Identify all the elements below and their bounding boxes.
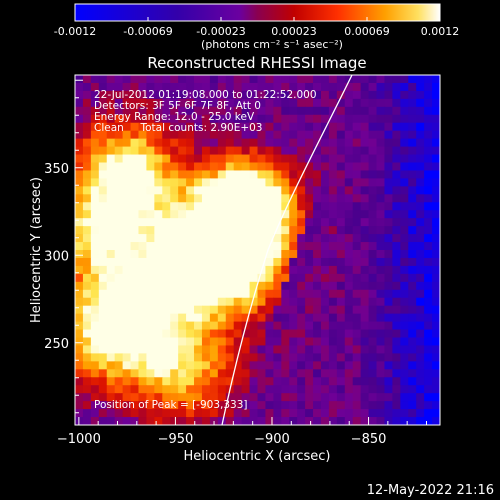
annotation-line-energy: Energy Range: 12.0 - 25.0 keV xyxy=(94,111,255,123)
peak-position-label: Position of Peak = [-903,333] xyxy=(94,399,248,411)
plot-frame xyxy=(74,74,441,426)
x-tick-label: −1000 xyxy=(57,432,101,447)
colorbar-tick-label: 0.0012 xyxy=(421,25,460,38)
annotation-line-clean: Clean Total counts: 2.90E+03 xyxy=(94,122,263,134)
x-tick-label: −950 xyxy=(158,432,194,447)
y-tick-label: 250 xyxy=(44,337,69,352)
y-axis: 250 300 350 xyxy=(44,79,83,414)
colorbar-tick-label: 0.00069 xyxy=(344,25,390,38)
x-axis-label: Heliocentric X (arcsec) xyxy=(184,449,331,464)
y-tick-label: 300 xyxy=(44,249,69,264)
footer-timestamp: 12-May-2022 21:16 xyxy=(367,483,494,498)
annotation-line-time: 22-Jul-2012 01:19:08.000 to 01:22:52.000 xyxy=(94,89,317,101)
colorbar-tick-label: -0.00023 xyxy=(196,25,245,38)
solar-limb-line xyxy=(221,75,353,425)
image-pixels xyxy=(75,75,440,425)
y-axis-label: Heliocentric Y (arcsec) xyxy=(29,177,44,323)
y-tick-label: 350 xyxy=(44,162,69,177)
x-tick-label: −900 xyxy=(254,432,290,447)
colorbar-gradient xyxy=(74,3,441,22)
colorbar-units: (photons cm⁻² s⁻¹ asec⁻²) xyxy=(201,38,343,51)
annotation-line-detectors: Detectors: 3F 5F 6F 7F 8F, Att 0 xyxy=(94,100,261,112)
colorbar-tick-label: -0.00069 xyxy=(123,25,172,38)
image-annotations: 22-Jul-2012 01:19:08.000 to 01:22:52.000… xyxy=(94,89,317,411)
rhessi-image xyxy=(75,75,440,425)
x-axis: −1000 −950 −900 −850 xyxy=(57,417,427,447)
image-title: Reconstructed RHESSI Image xyxy=(147,54,366,72)
colorbar-ticks: -0.0012 -0.00069 -0.00023 0.00023 0.00069 0.0… xyxy=(54,17,459,38)
colorbar: -0.0012 -0.00069 -0.00023 0.00023 0.00069 0.0… xyxy=(54,3,459,51)
colorbar-tick-label: -0.0012 xyxy=(54,25,96,38)
colorbar-tick-label: 0.00023 xyxy=(271,25,317,38)
x-tick-label: −850 xyxy=(351,432,387,447)
